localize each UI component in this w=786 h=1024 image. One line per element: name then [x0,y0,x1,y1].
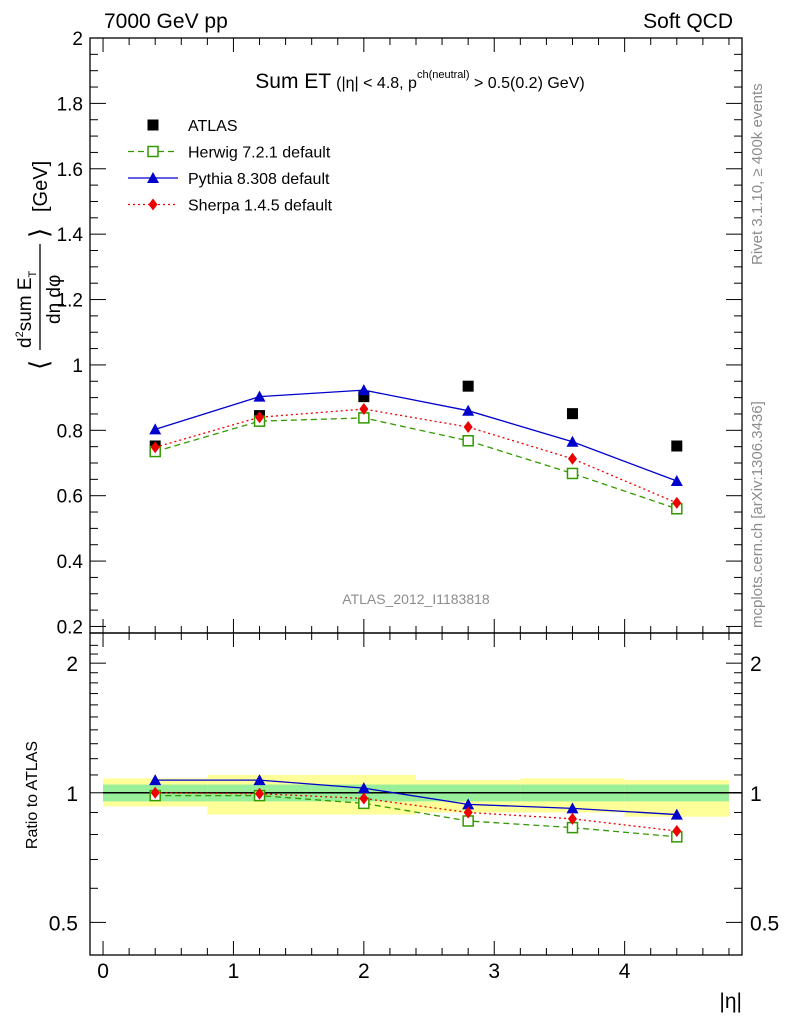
ratio-data-point-2 [567,812,577,825]
x-axis-label: |η| [719,990,742,1013]
main-data-point-2 [462,404,475,416]
title-cuts: (|η| < 4.8, p [336,75,417,92]
main-data-point-3 [150,441,160,454]
ratio-data-point-2 [359,792,369,805]
rivet-version-label: Rivet 3.1.10, ≥ 400k events [749,83,766,265]
main-data-point-1 [566,467,579,480]
mcplots-label: mcplots.cern.ch [arXiv:1306.3436] [749,401,766,628]
main-data-point-0 [358,391,370,403]
main-data-point-2 [149,423,162,435]
legend-label-1: Herwig 7.2.1 default [188,145,331,162]
ratio-data-point-2 [150,786,160,799]
ratio-y-axis-label: Ratio to ATLAS [24,741,41,849]
main-data-point-3 [567,452,577,465]
ratio-panel: 0.5 0.5 1 1 2 2 0 1 2 3 4 Ratio to ATLAS |η| [24,633,779,1013]
main-data-point-1 [462,435,474,447]
y-label-unit: [GeV] [30,161,52,212]
ratio-data-point-1 [253,774,266,786]
ratio-data-point-2 [463,806,473,819]
y-label-numerator: d2sum ET [14,270,39,348]
main-data-point-3 [255,411,265,424]
legend-label-3: Sherpa 1.4.5 default [188,198,333,215]
main-y-axis-label: ⟨ d2sum ET dη dφ ⟩ [GeV] [14,161,65,370]
legend-label-0: ATLAS [188,118,238,135]
main-y-tick-label: 1.4 [57,225,84,246]
legend-label-2: Pythia 8.308 default [188,171,330,188]
main-data-point-0 [462,380,474,392]
ratio-data-point-2 [672,825,682,838]
main-panel: 0.2 0.4 0.6 0.8 1 1.2 1.4 1.6 1.8 2 ATLAS Herwig 7.… [57,29,742,638]
main-series-line-3 [155,408,678,504]
main-y-tick-label: 2 [72,29,83,50]
ratio-y-tick-label-right: 1 [750,783,762,806]
ratio-x-tick-label: 0 [97,960,109,983]
title-tail: > 0.5(0.2) GeV) [470,75,585,92]
main-data-point-2 [253,390,266,402]
chart-title: Sum ET (|η| < 4.8, pch(neutral) > 0.5(0.2… [255,69,584,93]
ratio-data-point-2 [255,787,265,800]
main-y-tick-label: 1.6 [57,160,83,181]
y-label-left-bracket: ⟨ [24,360,54,370]
y-label-denominator: dη dφ [44,275,65,324]
main-series-line-2 [155,389,678,482]
ratio-x-tick-label: 1 [228,960,240,983]
ratio-data-point-1 [566,802,579,814]
main-data-point-2 [357,384,370,396]
main-data-point-3 [672,496,682,509]
main-data-point-0 [566,408,578,420]
main-data-point-2 [566,435,579,447]
main-series-line-1 [155,417,678,510]
ratio-x-tick-label: 2 [358,960,370,983]
ratio-y-tick-label: 2 [66,653,78,676]
ratio-panel-frame [89,632,743,956]
ratio-data-point-1 [670,808,683,820]
title-sup: ch(neutral) [417,69,470,81]
ratio-series-line-1 [155,779,677,816]
ratio-data-point-1 [357,782,370,794]
legend-marker-3 [148,198,158,211]
ratio-data-point-1 [149,774,162,786]
ratio-series-line-0 [155,794,677,838]
ratio-x-tick-label: 4 [619,960,631,983]
legend-marker-2 [147,172,159,183]
main-y-tick-label: 1 [72,356,83,377]
main-y-tick-label: 0.6 [57,487,83,508]
header-energy: 7000 GeV pp [104,10,228,33]
ratio-y-tick-label: 0.5 [49,912,78,935]
ratio-series-line-2 [155,792,677,832]
header-category: Soft QCD [643,10,733,33]
legend-marker-1 [147,145,159,158]
ratio-y-tick-label: 1 [66,783,78,806]
ratio-y-tick-label-right: 0.5 [750,912,779,935]
y-label-right-bracket: ⟩ [24,228,54,238]
legend-marker-0 [147,119,159,131]
title-main: Sum ET [255,70,331,93]
ratio-x-tick-label: 3 [488,960,500,983]
main-y-tick-label: 0.8 [57,421,83,442]
overlay [89,37,743,956]
main-y-tick-label: 1.8 [57,94,83,115]
analysis-watermark: ATLAS_2012_I1183818 [342,591,490,607]
main-data-point-0 [671,440,683,452]
ratio-y-tick-label-right: 2 [750,653,762,676]
main-data-point-2 [670,474,683,486]
main-data-point-3 [463,421,473,434]
ratio-data-point-1 [462,798,475,810]
main-y-tick-label: 0.4 [57,552,84,573]
main-data-point-3 [359,403,369,416]
main-y-tick-label: 0.2 [57,617,83,638]
main-y-tick-label: 1.2 [57,291,83,312]
